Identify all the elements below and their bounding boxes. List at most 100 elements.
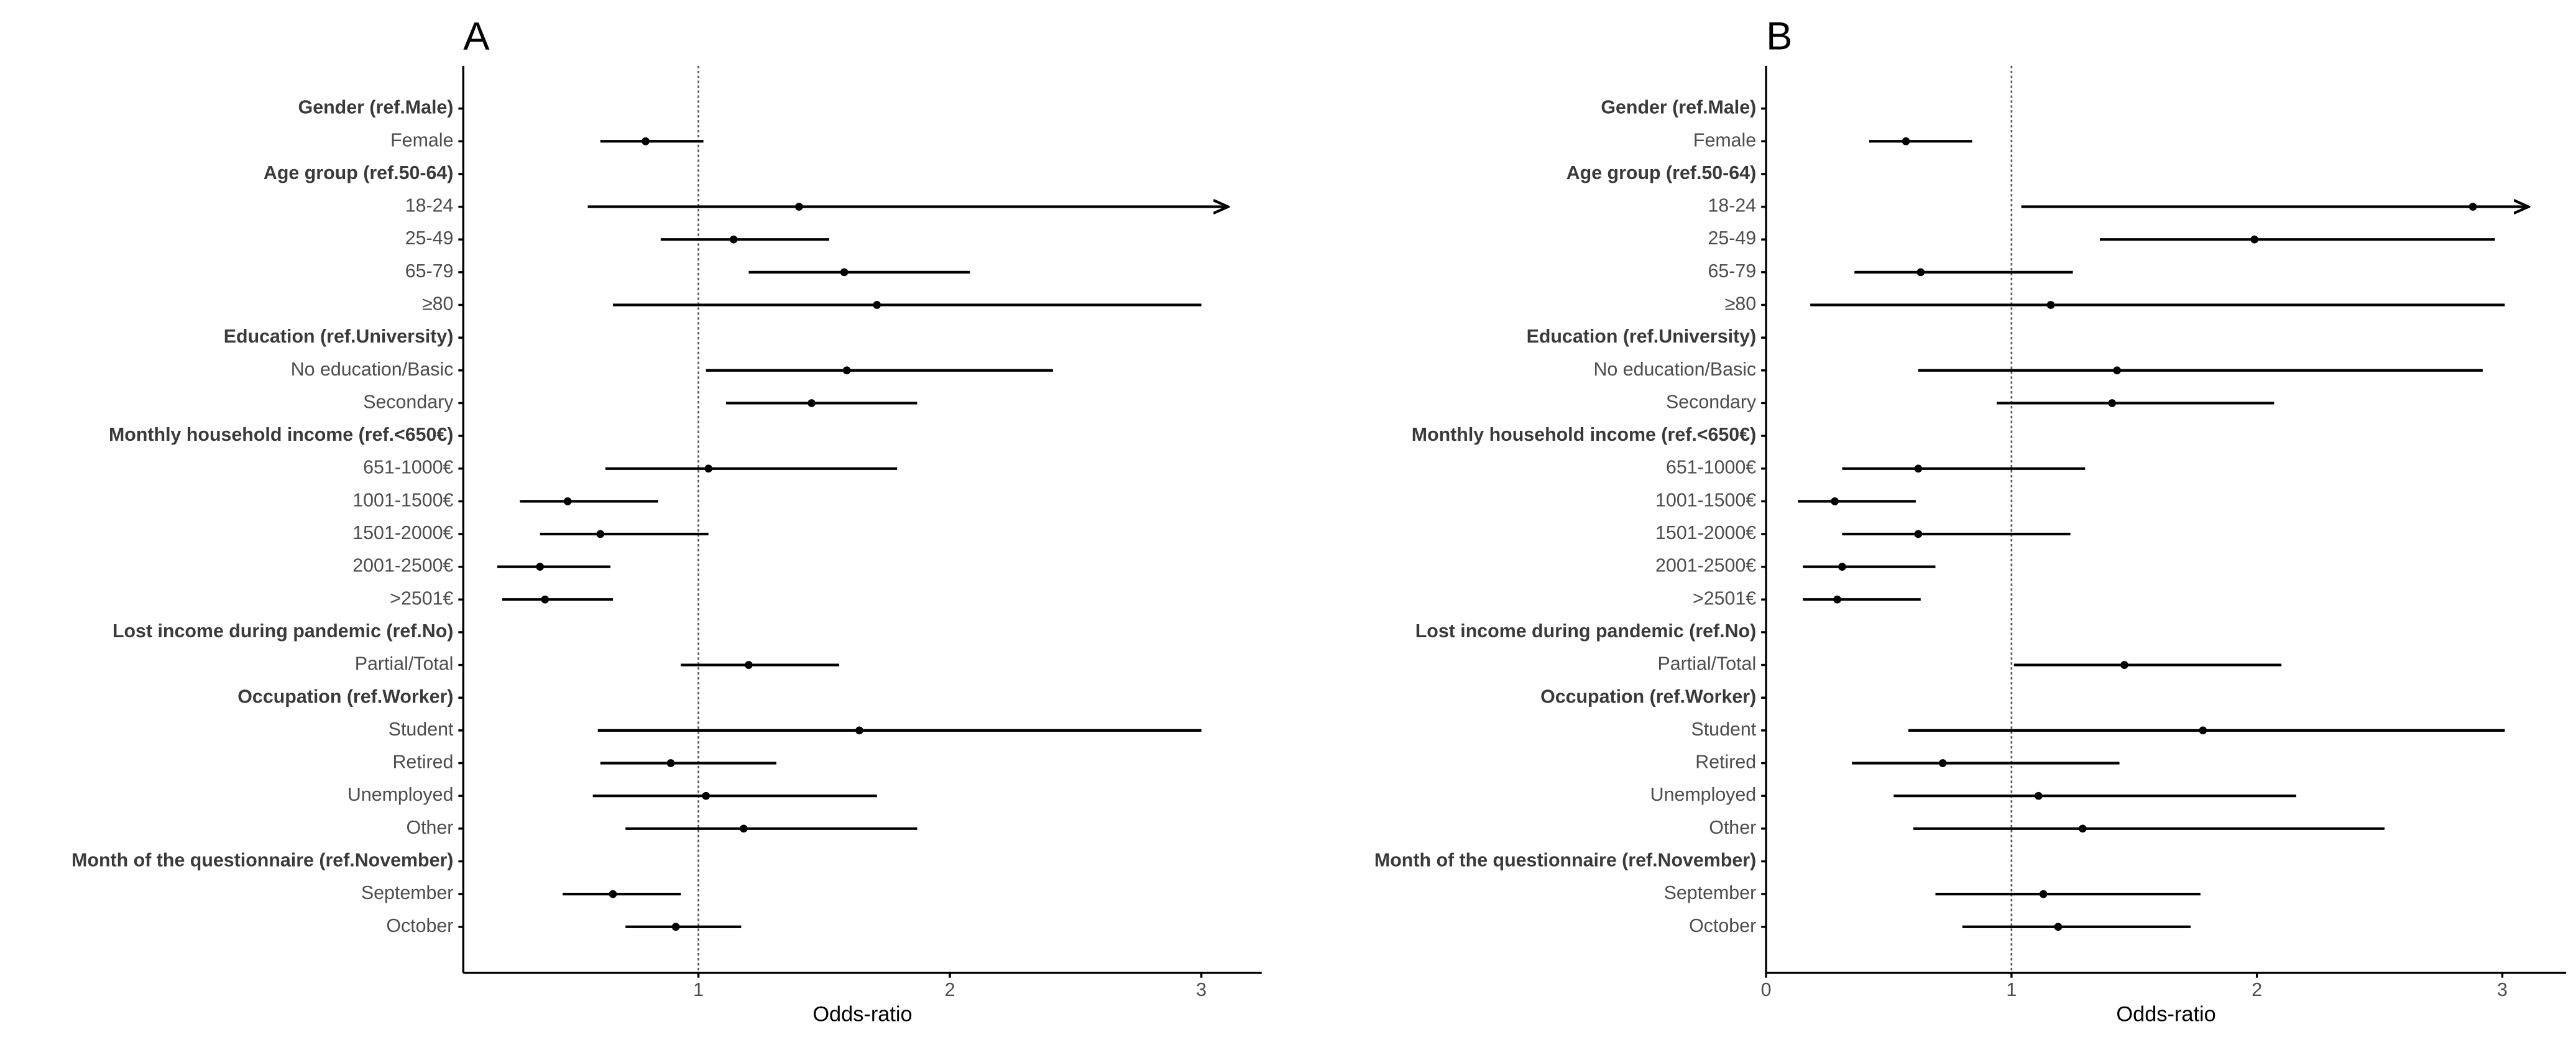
odds-ratio-point [1916,268,1925,277]
row-label: Age group (ref.50-64) [1566,162,1757,183]
x-tick-label: 2 [2252,979,2262,1000]
odds-ratio-point [729,235,738,244]
odds-ratio-point [2079,824,2087,833]
row-label: Partial/Total [1658,653,1757,675]
odds-ratio-point [842,366,851,375]
odds-ratio-point [2199,726,2207,735]
row-label: 1001-1500€ [352,489,453,510]
odds-ratio-point [2046,301,2055,309]
x-tick-label: 2 [945,979,955,1000]
panel-title: A [463,14,490,58]
odds-ratio-point [840,268,849,277]
odds-ratio-point [704,464,713,473]
odds-ratio-point [2250,235,2259,244]
row-label: Partial/Total [355,653,454,675]
row-label: 18-24 [405,195,454,216]
row-label: September [1664,882,1757,903]
x-tick-label: 3 [2497,979,2508,1000]
row-label: Secondary [363,391,454,412]
row-label: 65-79 [405,260,454,282]
odds-ratio-point [745,661,753,669]
x-tick-label: 3 [1196,979,1207,1000]
odds-ratio-point [1938,759,1947,767]
x-tick-label: 1 [2006,979,2017,1000]
odds-ratio-point [2034,791,2043,800]
odds-ratio-point [740,824,748,833]
row-label: September [361,882,454,903]
row-label: Other [406,817,453,838]
row-label: Occupation (ref.Worker) [237,686,453,707]
odds-ratio-point [873,301,881,309]
odds-ratio-point [1831,497,1839,505]
odds-ratio-point [2468,203,2477,211]
row-label: 1001-1500€ [1655,489,1756,510]
row-label: >2501€ [390,588,453,609]
odds-ratio-point [1902,137,1910,145]
row-label: Education (ref.University) [224,326,454,347]
row-label: Monthly household income (ref.<650€) [1412,424,1756,445]
x-tick-label: 1 [693,979,704,1000]
x-tick-label: 0 [1761,979,1772,1000]
row-label: Unemployed [347,784,454,805]
row-label: 651-1000€ [363,457,453,478]
row-label: 25-49 [1708,228,1757,249]
row-label: Occupation (ref.Worker) [1540,686,1756,707]
row-label: Monthly household income (ref.<650€) [109,424,453,445]
odds-ratio-point [609,890,617,898]
odds-ratio-point [807,399,816,407]
row-label: 2001-2500€ [352,555,453,576]
odds-ratio-point [795,203,803,211]
row-label: 1501-2000€ [1655,522,1756,543]
odds-ratio-point [541,595,550,604]
odds-ratio-point [642,137,650,145]
odds-ratio-point [2120,661,2128,669]
odds-ratio-point [2113,366,2121,375]
row-label: Other [1709,817,1756,838]
odds-ratio-point [666,759,675,767]
row-label: Student [389,719,454,740]
row-label: 25-49 [405,228,454,249]
row-label: Female [1693,129,1756,150]
row-label: Retired [393,752,454,773]
row-label: >2501€ [1693,588,1756,609]
row-label: 2001-2500€ [1655,555,1756,576]
panel: B 0 1 2 3 Odds-ratio Gender (ref.Male) Female Ag… [1374,14,2567,1026]
row-label: Unemployed [1650,784,1757,805]
row-label: 18-24 [1708,195,1757,216]
row-label: Lost income during pandemic (ref.No) [1415,620,1756,642]
x-axis-label: Odds-ratio [812,1003,912,1026]
odds-ratio-point [1838,563,1846,571]
row-label: Age group (ref.50-64) [264,162,454,183]
odds-ratio-point [702,791,711,800]
row-label: Student [1691,719,1756,740]
row-label: October [386,915,453,936]
row-label: Gender (ref.Male) [1601,97,1756,118]
row-label: 1501-2000€ [352,522,453,543]
odds-ratio-point [563,497,572,505]
row-label: No education/Basic [1593,359,1756,380]
panel-title: B [1766,14,1792,58]
odds-ratio-point [1914,530,1923,538]
row-label: Month of the questionnaire (ref.November… [1374,849,1756,870]
row-label: ≥80 [1725,293,1756,315]
odds-ratio-point [2039,890,2048,898]
row-label: No education/Basic [291,359,454,380]
row-label: October [1689,915,1756,936]
odds-ratio-point [2054,923,2063,931]
odds-ratio-point [1914,464,1923,473]
odds-ratio-point [596,530,605,538]
odds-ratio-point [1833,595,1841,604]
row-label: 65-79 [1708,260,1757,282]
row-label: Month of the questionnaire (ref.November… [71,849,453,870]
row-label: Education (ref.University) [1527,326,1757,347]
odds-ratio-point [536,563,545,571]
row-label: Gender (ref.Male) [298,97,454,118]
row-label: ≥80 [422,293,453,315]
odds-ratio-point [2108,399,2117,407]
row-label: Retired [1695,752,1756,773]
row-label: Female [390,129,453,150]
row-label: Secondary [1666,391,1757,412]
odds-ratio-point [671,923,680,931]
row-label: Lost income during pandemic (ref.No) [113,620,453,642]
